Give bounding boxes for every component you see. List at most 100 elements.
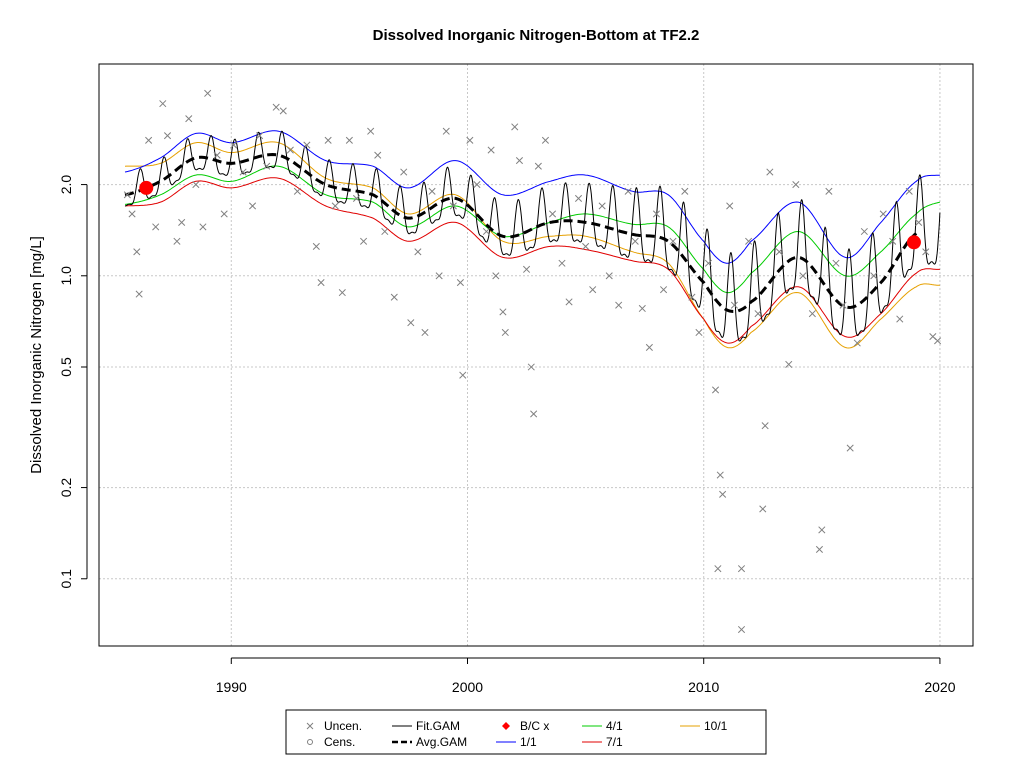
uncensored-point <box>220 210 228 218</box>
legend-label-s4: 4/1 <box>606 719 623 733</box>
uncensored-point <box>511 123 519 131</box>
uncensored-point <box>178 218 186 226</box>
uncensored-point <box>324 136 332 144</box>
legend-label-uncen: Uncen. <box>324 719 362 733</box>
uncensored-point <box>256 132 264 140</box>
uncensored-point <box>133 248 141 256</box>
uncensored-point <box>889 237 897 245</box>
uncensored-point <box>615 301 623 309</box>
uncensored-point <box>123 191 131 199</box>
uncensored-point <box>582 242 590 250</box>
uncensored-point <box>272 103 280 111</box>
uncensored-point <box>473 181 481 189</box>
legend: Uncen. Fit.GAM B/C x 4/1 10/1 Cens. Avg.GAM 1/1… <box>285 709 767 755</box>
legend-label-s10: 10/1 <box>704 719 728 733</box>
uncensored-point <box>775 248 783 256</box>
legend-symbol-uncen <box>306 722 314 730</box>
uncensored-point <box>565 298 573 306</box>
x-tick-label: 2020 <box>924 679 955 695</box>
uncensored-point <box>922 248 930 256</box>
legend-label-cens: Cens. <box>324 735 355 749</box>
uncensored-point <box>745 237 753 245</box>
bc-point <box>906 235 921 250</box>
seasonal-4-1-line <box>124 165 941 294</box>
seasonal-1-1-line <box>124 130 940 264</box>
uncensored-point <box>574 194 583 202</box>
uncensored-point <box>818 526 826 534</box>
uncensored-point <box>681 187 689 195</box>
uncensored-point <box>825 187 833 195</box>
uncensored-point <box>248 202 257 210</box>
uncensored-point <box>688 293 696 301</box>
x-tick-label: 2010 <box>688 679 719 695</box>
x-tick-label: 1990 <box>216 679 247 695</box>
fit-gam-line <box>124 130 941 342</box>
uncensored-point <box>303 141 311 149</box>
uncensored-point <box>799 272 807 280</box>
uncensored-point <box>737 625 746 634</box>
uncensored-point <box>934 337 942 345</box>
uncensored-point <box>185 115 193 123</box>
uncensored-point <box>846 444 854 452</box>
uncensored-point <box>815 545 824 553</box>
uncensored-point <box>589 286 597 294</box>
uncensored-point <box>832 259 840 267</box>
uncensored-point <box>492 272 500 280</box>
uncensored-point <box>163 132 172 140</box>
uncensored-point <box>527 363 535 371</box>
uncensored-point <box>390 293 398 301</box>
uncensored-point <box>761 422 769 430</box>
bc-point <box>139 180 154 195</box>
uncensored-point <box>312 242 320 250</box>
uncensored-point <box>345 136 353 144</box>
grid-layer <box>99 64 973 646</box>
uncensored-point <box>853 339 861 347</box>
uncensored-point <box>652 210 661 218</box>
legend-label-s7: 7/1 <box>606 735 623 749</box>
y-tick-label: 0.5 <box>58 357 74 377</box>
uncensored-point <box>286 146 294 154</box>
uncensored-point <box>331 202 339 210</box>
uncensored-point <box>624 187 632 195</box>
uncensored-point <box>435 272 443 280</box>
seasonal-7-1-line <box>124 177 940 344</box>
uncensored-point <box>598 202 606 210</box>
uncensored-point <box>421 328 429 337</box>
plot-frame <box>98 63 974 647</box>
uncensored-point <box>660 286 668 294</box>
uncensored-point <box>808 310 816 318</box>
uncensored-point <box>199 223 207 231</box>
legend-label-fit: Fit.GAM <box>416 719 460 733</box>
uncensored-point <box>515 157 524 165</box>
uncensored-point <box>192 181 200 189</box>
uncensored-point <box>737 565 746 573</box>
uncensored-point <box>726 202 734 210</box>
y-axis-label: Dissolved Inorganic Nitrogen [mg/L] <box>28 236 45 474</box>
uncensored-point <box>487 146 495 154</box>
legend-label-s1: 1/1 <box>520 735 537 749</box>
uncensored-point <box>759 505 767 513</box>
uncensored-point <box>785 360 793 368</box>
uncensored-point <box>534 162 542 170</box>
uncensored-point <box>558 259 566 267</box>
uncensored-point <box>279 107 287 115</box>
legend-label-avg: Avg.GAM <box>416 735 467 749</box>
uncensored-point <box>317 278 325 287</box>
uncensored-point <box>400 168 408 176</box>
uncensored-point <box>704 259 712 267</box>
uncensored-point <box>879 210 887 218</box>
uncensored-point <box>605 272 613 280</box>
uncensored-point <box>360 237 368 245</box>
uncensored-point <box>128 210 136 218</box>
chart-title: Dissolved Inorganic Nitrogen-Bottom at T… <box>373 27 700 44</box>
uncensored-point <box>870 272 878 280</box>
legend-label-bc: B/C x <box>520 719 549 733</box>
y-tick-label: 0.1 <box>58 569 74 589</box>
uncensored-point <box>501 328 509 337</box>
uncensored-point <box>522 265 531 273</box>
uncensored-point <box>456 278 464 287</box>
uncensored-point <box>374 151 382 159</box>
uncensored-point <box>428 187 436 195</box>
legend-symbol-cens <box>307 739 313 745</box>
uncensored-point <box>135 290 143 298</box>
